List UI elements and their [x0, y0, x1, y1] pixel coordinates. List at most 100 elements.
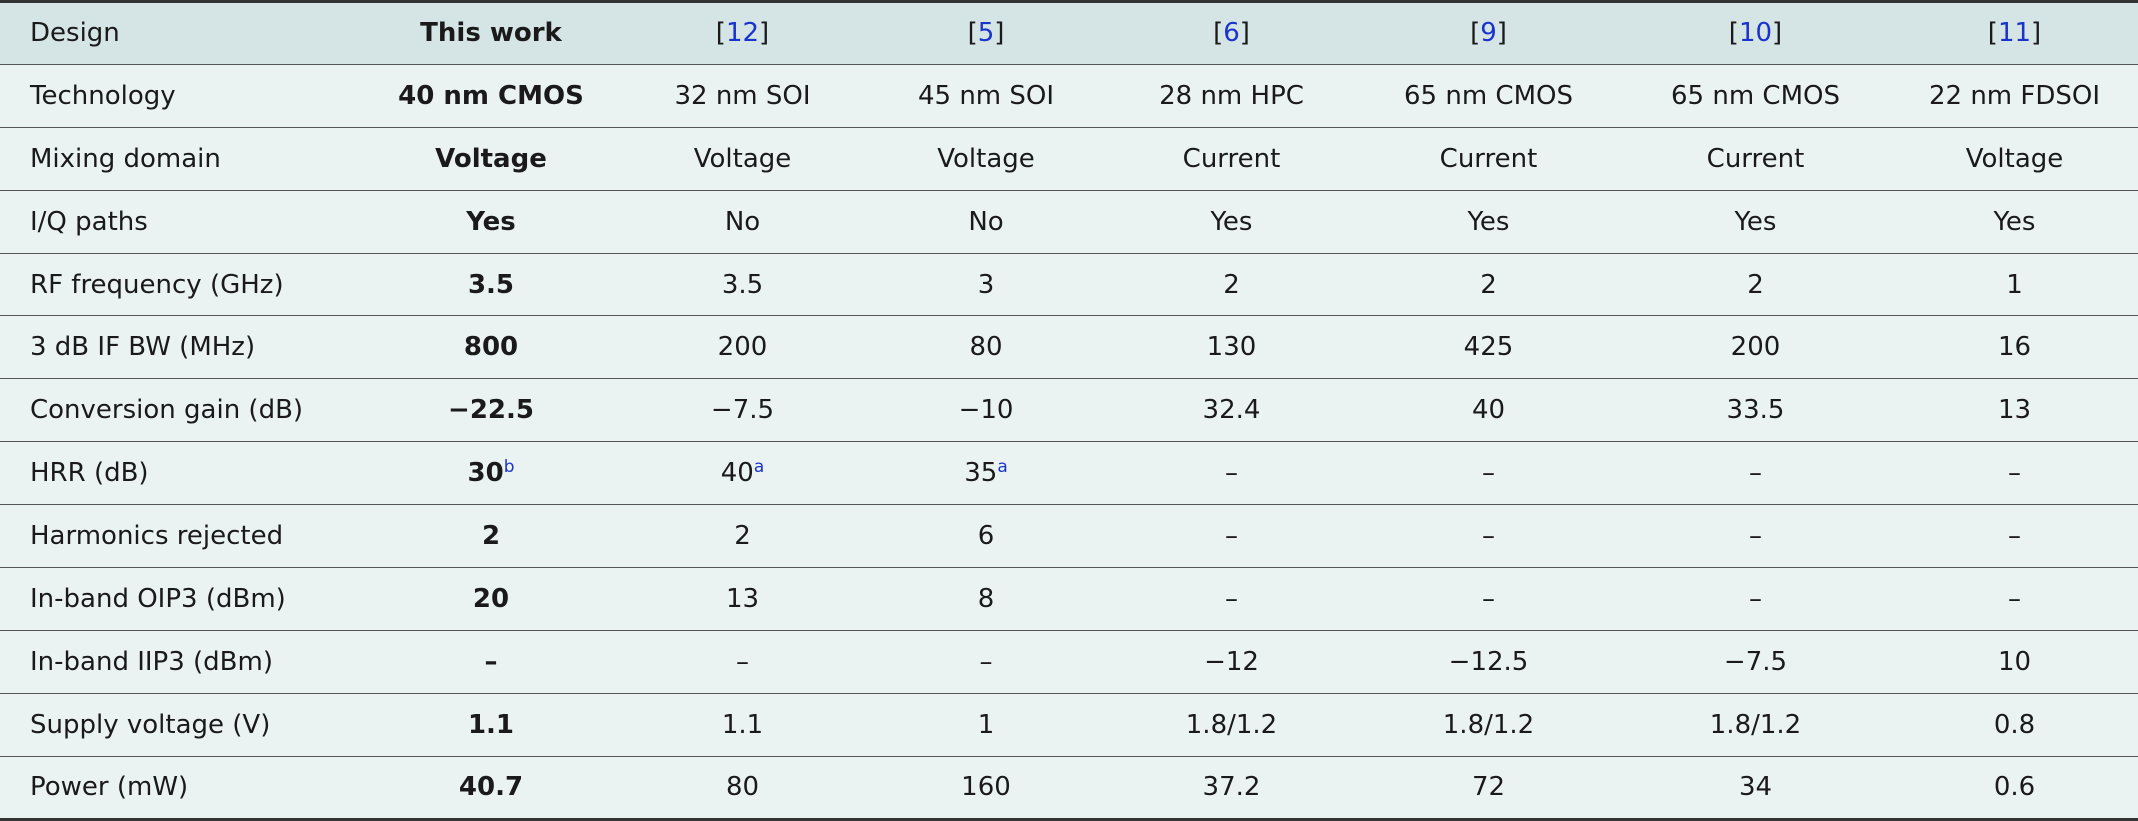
cell: No — [866, 190, 1106, 254]
table-row: RF frequency (GHz) 3.5 3.5 3 2 2 2 1 — [0, 253, 2138, 317]
cell: Yes — [1357, 190, 1620, 254]
header-cell: [11] — [1891, 0, 2138, 65]
cell: 2 — [363, 504, 619, 569]
cell: 1.8/1.2 — [1106, 693, 1357, 757]
cell: −10 — [866, 378, 1106, 443]
table-row: Technology 40 nm CMOS 32 nm SOI 45 nm SOI 28… — [0, 64, 2138, 128]
cell: −7.5 — [619, 378, 866, 443]
cell: 45 nm SOI — [866, 64, 1106, 128]
row-label: HRR (dB) — [0, 441, 363, 506]
cell: 2 — [1620, 253, 1891, 317]
cell: 8 — [866, 567, 1106, 631]
cell: – — [1106, 567, 1357, 631]
cell: −12 — [1106, 630, 1357, 694]
cell: 37.2 — [1106, 756, 1357, 821]
cell: 40 nm CMOS — [363, 64, 619, 128]
cell: 32 nm SOI — [619, 64, 866, 128]
table-row: Power (mW) 40.7 80 160 37.2 72 34 0.6 — [0, 756, 2138, 821]
cell-value: 40 — [720, 458, 754, 489]
cell: – — [1891, 504, 2138, 569]
table-row: Harmonics rejected 2 2 6– – – – — [0, 504, 2138, 569]
cell: 130 — [1106, 315, 1357, 380]
reference-number: 12 — [725, 18, 760, 49]
footnote-mark: b — [503, 457, 515, 478]
cell: 65 nm CMOS — [1357, 64, 1620, 128]
cell: 1.8/1.2 — [1357, 693, 1620, 757]
cell: Current — [1106, 127, 1357, 191]
cell: Voltage — [1891, 127, 2138, 191]
cell: 33.5 — [1620, 378, 1891, 443]
cell: 1 — [1891, 253, 2138, 317]
cell: 3.5 — [619, 253, 866, 317]
cell: 3.5 — [363, 253, 619, 317]
cell: No — [619, 190, 866, 254]
cell: 0.8 — [1891, 693, 2138, 757]
cell: 28 nm HPC — [1106, 64, 1357, 128]
row-label: RF frequency (GHz) — [0, 253, 363, 317]
cell: 200 — [619, 315, 866, 380]
cell: 30b — [363, 441, 619, 506]
cell: 425 — [1357, 315, 1620, 380]
header-row: Design This work [12] [5] [6] [9] [10] [11] — [0, 0, 2138, 65]
reference-number: 10 — [1738, 18, 1773, 49]
cell: 65 nm CMOS — [1620, 64, 1891, 128]
reference-number: 5 — [977, 18, 995, 49]
header-cell: [12] — [619, 0, 866, 65]
cell: 20 — [363, 567, 619, 631]
row-label: In-band IIP3 (dBm) — [0, 630, 363, 694]
cell: 32.4 — [1106, 378, 1357, 443]
cell: 34 — [1620, 756, 1891, 821]
cell: Current — [1357, 127, 1620, 191]
header-cell: [5] — [866, 0, 1106, 65]
cell: 80 — [619, 756, 866, 821]
cell: 1.8/1.2 — [1620, 693, 1891, 757]
cell: – — [1106, 441, 1357, 506]
cell: 800 — [363, 315, 619, 380]
cell: Voltage — [866, 127, 1106, 191]
cell: −7.5 — [1620, 630, 1891, 694]
row-label: Harmonics rejected — [0, 504, 363, 569]
cell: 10 — [1891, 630, 2138, 694]
cell: 1 — [866, 693, 1106, 757]
cell: 72 — [1357, 756, 1620, 821]
cell: 40a — [619, 441, 866, 506]
cell: Current — [1620, 127, 1891, 191]
reference-number: 9 — [1480, 18, 1497, 49]
cell: 80 — [866, 315, 1106, 380]
cell: 2 — [1106, 253, 1357, 317]
reference-number: 6 — [1223, 18, 1240, 49]
cell: 2 — [1357, 253, 1620, 317]
row-label: Conversion gain (dB) — [0, 378, 363, 443]
cell: – — [1891, 441, 2138, 506]
cell: Yes — [1620, 190, 1891, 254]
cell: 160 — [866, 756, 1106, 821]
cell: – — [1357, 504, 1620, 569]
row-label: I/Q paths — [0, 190, 363, 254]
reference-number: 11 — [1997, 18, 2032, 49]
cell: – — [1357, 567, 1620, 631]
table-row: HRR (dB) 30b 40a 35a – – – – — [0, 441, 2138, 506]
cell: Yes — [363, 190, 619, 254]
cell: 3 — [866, 253, 1106, 317]
header-cell: [6] — [1106, 0, 1357, 65]
cell: – — [1357, 441, 1620, 506]
cell-value: 30 — [467, 458, 504, 489]
cell: – — [1106, 504, 1357, 569]
table-row: Mixing domain Voltage Voltage Voltage Curren… — [0, 127, 2138, 191]
cell: Yes — [1106, 190, 1357, 254]
cell: – — [866, 630, 1106, 694]
table-row: I/Q paths Yes No No Yes Yes Yes Yes — [0, 190, 2138, 254]
cell: – — [1620, 441, 1891, 506]
cell: – — [363, 630, 619, 694]
table-row: In-band OIP3 (dBm) 20 13 8– – – – — [0, 567, 2138, 631]
cell: Voltage — [363, 127, 619, 191]
row-label: Technology — [0, 64, 363, 128]
row-label: Supply voltage (V) — [0, 693, 363, 757]
cell: 40.7 — [363, 756, 619, 821]
cell: −22.5 — [363, 378, 619, 443]
table-row: In-band IIP3 (dBm) – – – −12 −12.5 −7.5 10 — [0, 630, 2138, 694]
cell: 35a — [866, 441, 1106, 506]
